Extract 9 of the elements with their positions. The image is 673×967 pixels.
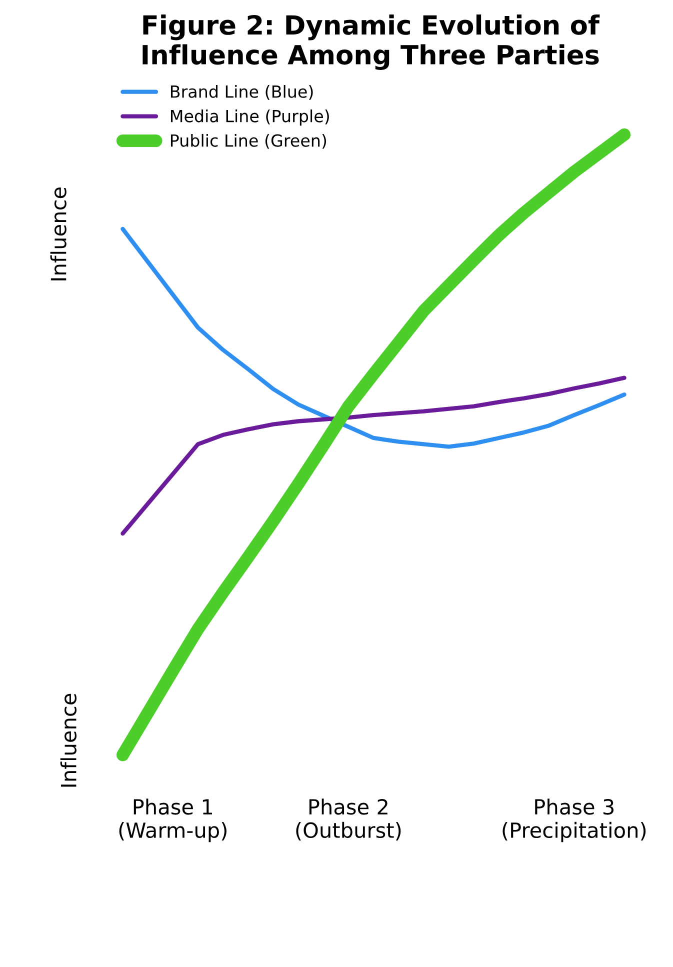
chart-title: Figure 2: Dynamic Evolution of Influence Among Three Parties: [142, 14, 600, 70]
x-tick-label: Phase 2 (Outburst): [296, 798, 401, 841]
x-tick-label: Phase 1 (Warm-up): [119, 798, 226, 842]
legend-label: Media Line (Purple): [170, 109, 329, 126]
text: Influence: [60, 694, 77, 787]
y-axis-title: Influence: [50, 188, 66, 280]
x-tick-label: Phase 3 (Precipitation): [502, 798, 646, 842]
legend-label: Brand Line (Blue): [170, 85, 313, 100]
legend-label: Public Line (Green): [170, 134, 326, 149]
